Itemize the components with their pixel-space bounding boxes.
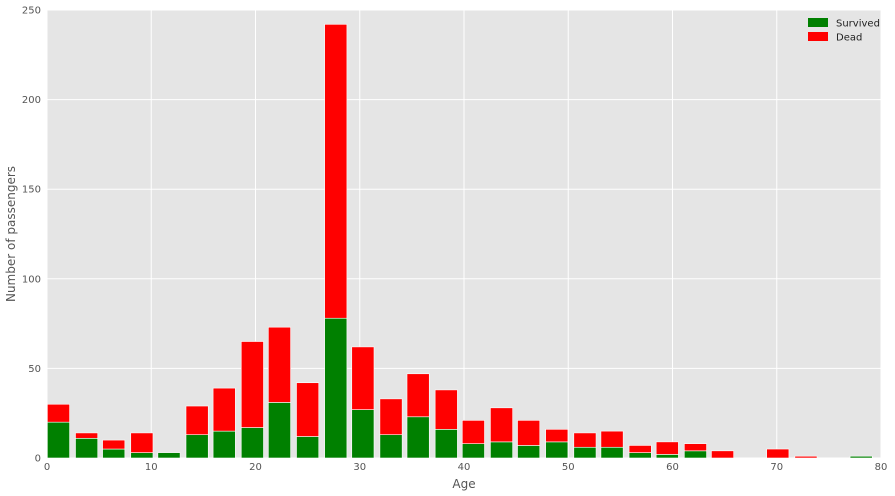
bar-dead bbox=[434, 389, 458, 430]
bar-survived bbox=[324, 317, 348, 459]
bar-dead bbox=[711, 450, 734, 459]
bar-survived bbox=[490, 441, 513, 459]
x-tick-label: 20 bbox=[249, 462, 262, 473]
y-axis-ticks: 0 50 100 150 200 250 bbox=[22, 6, 41, 465]
legend-label: Dead bbox=[836, 33, 862, 44]
bar-dead bbox=[406, 373, 430, 418]
bar-dead bbox=[490, 407, 513, 443]
x-tick-label: 0 bbox=[44, 462, 50, 473]
y-tick-label: 200 bbox=[22, 95, 41, 106]
bar-survived bbox=[157, 452, 181, 459]
x-tick-label: 80 bbox=[875, 462, 888, 473]
x-axis-ticks: 0 10 20 30 40 50 60 70 80 bbox=[44, 462, 888, 473]
bar-survived bbox=[849, 455, 873, 459]
bar-survived bbox=[130, 452, 154, 459]
x-tick-label: 40 bbox=[458, 462, 471, 473]
bar-dead bbox=[517, 420, 541, 446]
bar-survived bbox=[600, 446, 624, 459]
bar-dead bbox=[212, 387, 236, 432]
bar-dead bbox=[684, 443, 707, 452]
bar-dead bbox=[461, 420, 485, 444]
bar-dead bbox=[600, 430, 624, 448]
bar-survived bbox=[47, 421, 70, 459]
bar-dead bbox=[75, 432, 99, 439]
bar-survived bbox=[240, 427, 264, 459]
bar-survived bbox=[684, 450, 707, 459]
bar-dead bbox=[628, 445, 652, 453]
legend-swatch bbox=[808, 18, 828, 27]
bar-dead bbox=[573, 432, 597, 448]
x-tick-label: 50 bbox=[562, 462, 575, 473]
bar-dead bbox=[102, 439, 126, 450]
bar-dead bbox=[296, 382, 320, 437]
bar-survived bbox=[268, 402, 291, 459]
bar-dead bbox=[655, 441, 679, 455]
x-tick-label: 10 bbox=[145, 462, 158, 473]
bar-survived bbox=[75, 437, 99, 459]
bar-dead bbox=[268, 326, 291, 403]
y-tick-label: 100 bbox=[22, 274, 41, 285]
x-tick-label: 30 bbox=[353, 462, 366, 473]
bar-survived bbox=[185, 434, 209, 459]
bar-survived bbox=[379, 434, 403, 459]
bar-survived bbox=[545, 441, 569, 459]
y-tick-label: 50 bbox=[28, 364, 41, 375]
bar-dead bbox=[545, 429, 569, 443]
bars bbox=[47, 24, 873, 459]
y-axis-label: Number of passengers bbox=[4, 166, 18, 302]
bar-dead bbox=[324, 24, 348, 319]
legend-swatch bbox=[808, 32, 828, 41]
bar-survived bbox=[573, 446, 597, 459]
bar-dead bbox=[794, 455, 818, 459]
bar-survived bbox=[628, 452, 652, 459]
y-tick-label: 250 bbox=[22, 6, 41, 17]
legend: Survived Dead bbox=[808, 18, 880, 44]
bar-dead bbox=[47, 403, 70, 423]
bar-survived bbox=[296, 436, 320, 459]
x-tick-label: 60 bbox=[666, 462, 679, 473]
x-axis-label: Age bbox=[452, 477, 475, 491]
legend-label: Survived bbox=[836, 19, 880, 30]
bar-survived bbox=[212, 430, 236, 459]
bar-survived bbox=[434, 429, 458, 459]
x-tick-label: 70 bbox=[770, 462, 783, 473]
bar-survived bbox=[351, 409, 375, 459]
bar-survived bbox=[461, 443, 485, 459]
y-tick-label: 150 bbox=[22, 185, 41, 196]
bar-dead bbox=[240, 341, 264, 428]
bar-survived bbox=[517, 445, 541, 459]
bar-dead bbox=[351, 346, 375, 410]
bar-dead bbox=[185, 405, 209, 436]
bar-survived bbox=[406, 416, 430, 459]
bar-dead bbox=[766, 448, 790, 459]
y-tick-label: 0 bbox=[35, 454, 41, 465]
bar-dead bbox=[130, 432, 154, 453]
bar-survived bbox=[102, 448, 126, 459]
bar-survived bbox=[655, 454, 679, 459]
bar-dead bbox=[379, 398, 403, 436]
